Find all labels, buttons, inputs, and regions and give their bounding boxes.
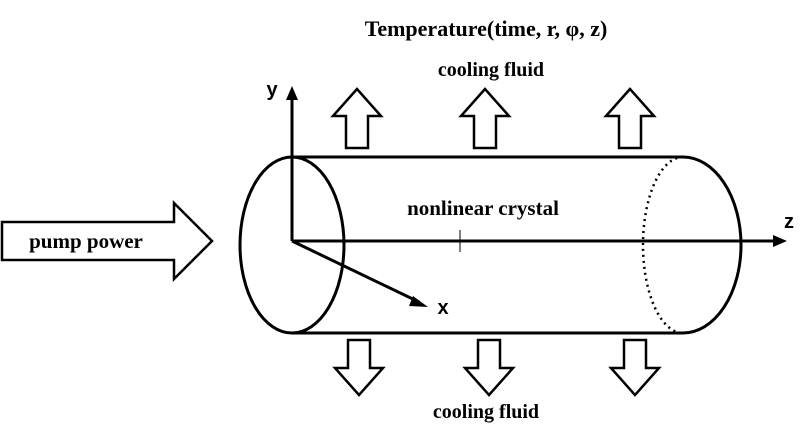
diagram-title: Temperature(time, r, φ, z) (365, 16, 608, 41)
cooling-arrow-up-2 (458, 87, 512, 150)
y-axis-label: y (266, 79, 278, 101)
x-axis-label: x (437, 297, 448, 319)
cylinder-right-front-arc (682, 155, 743, 335)
pump-power-label: pump power (29, 229, 143, 253)
top-cooling-fluid-label: cooling fluid (438, 59, 544, 81)
pump-power-arrow (0, 199, 214, 283)
y-axis-arrowhead (286, 86, 298, 100)
z-axis-label: z (784, 211, 794, 233)
cooling-arrow-up-1 (330, 87, 384, 150)
z-axis-arrowhead (773, 235, 787, 247)
nonlinear-crystal-label: nonlinear crystal (407, 196, 559, 220)
cooling-arrow-down-2 (462, 338, 516, 397)
cylinder-right-hidden-arc (641, 155, 684, 335)
x-axis-arrowhead (409, 296, 428, 307)
cooling-arrow-down-1 (332, 338, 386, 397)
x-axis-line (291, 239, 420, 304)
cooling-arrow-down-3 (608, 338, 662, 397)
cooling-arrow-up-3 (603, 87, 657, 150)
bottom-cooling-fluid-label: cooling fluid (433, 401, 539, 423)
